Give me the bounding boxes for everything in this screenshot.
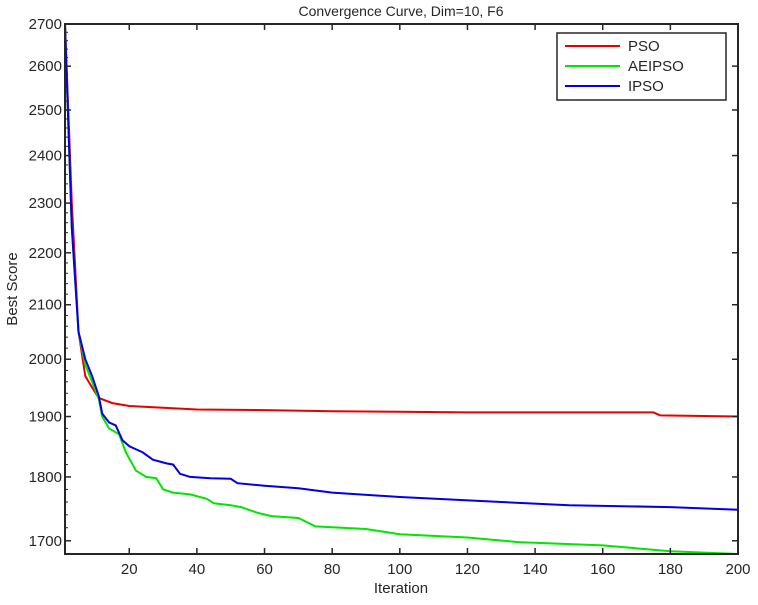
- series-layer: [64, 23, 739, 555]
- series-line-pso: [64, 23, 739, 418]
- y-tick-label: 2100: [29, 297, 62, 314]
- plot-frame: [64, 23, 739, 555]
- x-tick-label: 20: [121, 561, 138, 578]
- legend-label-ipso: IPSO: [628, 78, 664, 95]
- x-axis-label: Iteration: [374, 580, 428, 597]
- y-tick-label: 2300: [29, 195, 62, 212]
- x-tick-label: 180: [658, 561, 683, 578]
- y-tick-label: 2400: [29, 148, 62, 165]
- x-tick-label: 80: [324, 561, 341, 578]
- x-tick-label: 200: [725, 561, 750, 578]
- x-tick-label: 140: [523, 561, 548, 578]
- y-tick-label: 1800: [29, 469, 62, 486]
- y-tick-label: 1900: [29, 409, 62, 426]
- series-line-ipso: [64, 23, 739, 511]
- legend-label-aeipso: AEIPSO: [628, 58, 684, 75]
- axes-layer: 20 40 60 80 100 120 140 160 180 200 1700 1800 1900 20…: [29, 16, 751, 578]
- x-tick-label: 160: [590, 561, 615, 578]
- y-tick-label: 2600: [29, 58, 62, 75]
- x-tick-label: 100: [387, 561, 412, 578]
- y-tick-label: 2700: [29, 16, 62, 33]
- y-axis-label: Best Score: [4, 252, 21, 325]
- y-tick-label: 2500: [29, 102, 62, 119]
- y-tick-label: 1700: [29, 533, 62, 550]
- x-tick-label: 120: [455, 561, 480, 578]
- series-line-aeipso: [64, 23, 739, 555]
- chart-title: Convergence Curve, Dim=10, F6: [298, 3, 503, 19]
- y-tick-label: 2200: [29, 245, 62, 262]
- y-tick-label: 2000: [29, 351, 62, 368]
- legend-label-pso: PSO: [628, 38, 660, 55]
- legend: PSO AEIPSO IPSO: [556, 32, 727, 101]
- x-tick-label: 60: [256, 561, 273, 578]
- x-tick-label: 40: [189, 561, 206, 578]
